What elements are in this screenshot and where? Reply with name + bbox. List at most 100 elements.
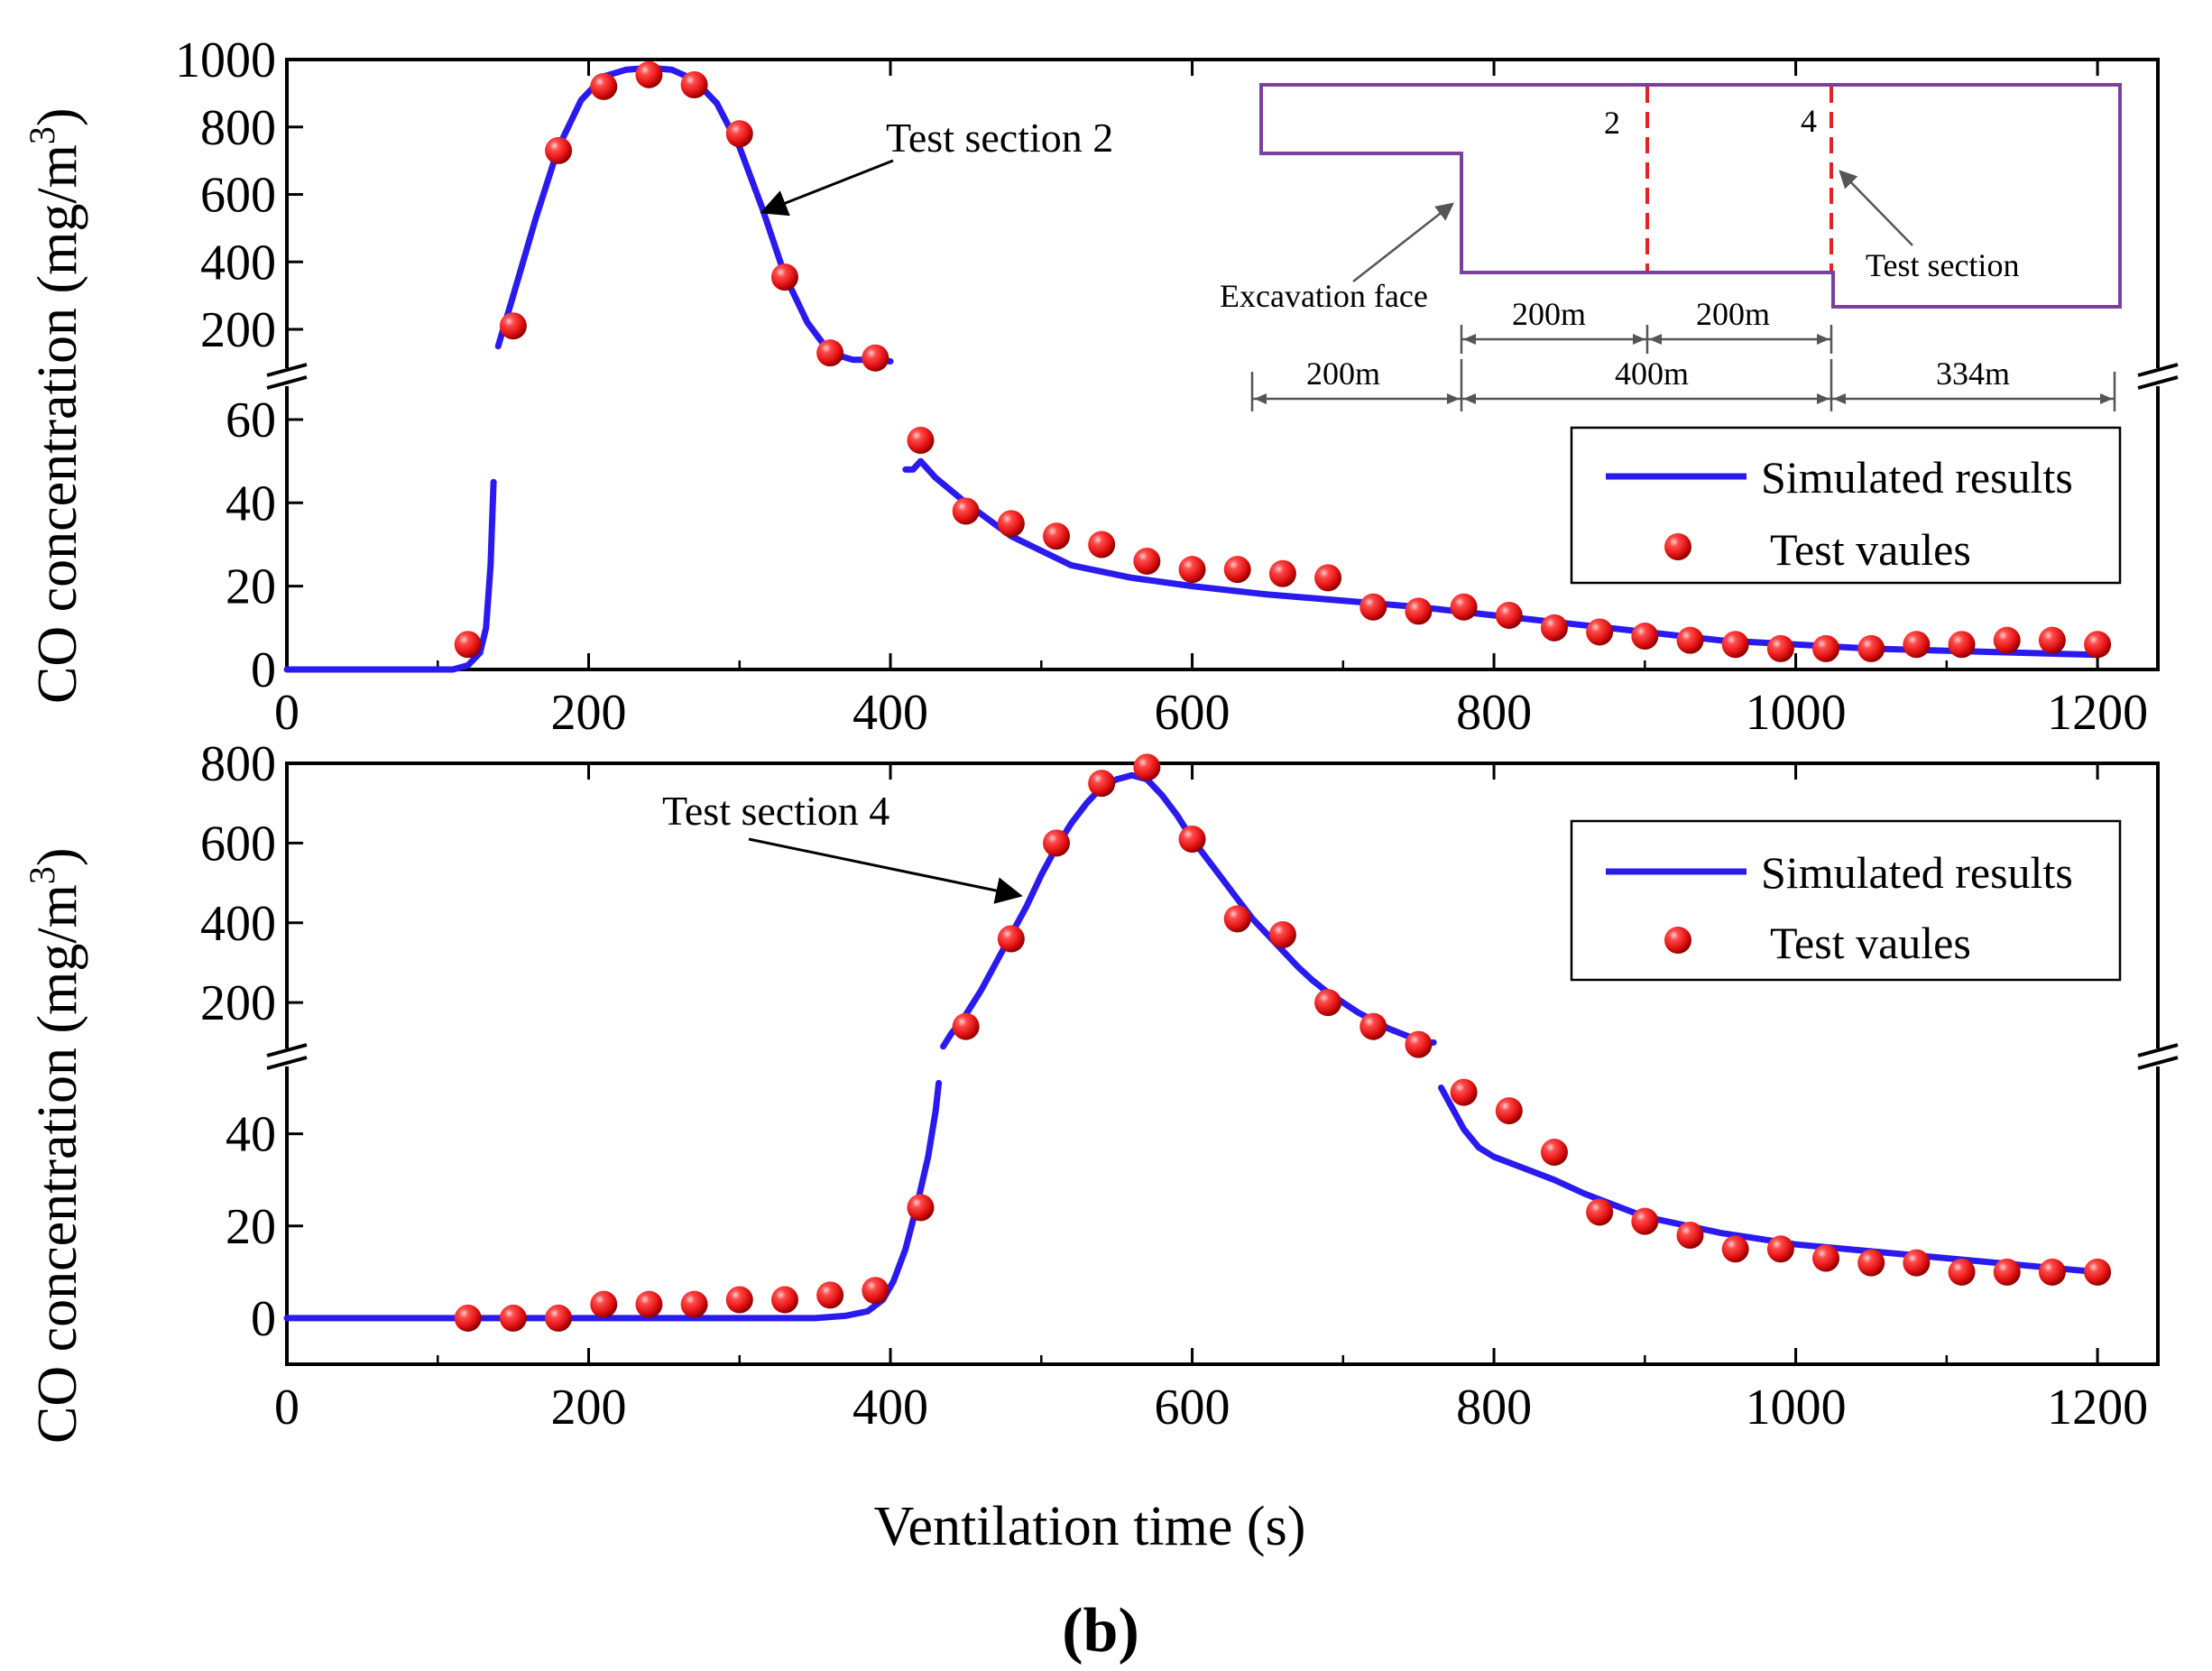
test-value-point	[1405, 1030, 1433, 1058]
x-tick-label: 1000	[1746, 685, 1847, 741]
test-value-point	[1857, 1249, 1885, 1277]
bottom-annotation: Test section 4	[662, 788, 889, 834]
top-legend: Simulated results Test vaules	[1570, 426, 2122, 585]
test-value-point	[1043, 829, 1071, 857]
y-tick-label: 400	[200, 235, 276, 291]
test-value-point	[499, 312, 527, 340]
test-value-point	[545, 1304, 573, 1332]
test-value-point	[2038, 1258, 2066, 1286]
tunnel-inset-diagram: 2 4 Excavation face Test section 200m 20…	[1220, 83, 2122, 411]
test-value-point	[1586, 1198, 1614, 1226]
test-value-point	[1268, 921, 1296, 949]
x-tick-label: 600	[1155, 685, 1230, 741]
x-tick-label: 800	[1456, 1380, 1532, 1436]
test-value-point	[770, 1286, 798, 1314]
test-value-point	[1223, 556, 1251, 584]
y-tick-label: 1000	[175, 32, 276, 88]
inset-label-2: 2	[1604, 105, 1620, 141]
dim-upper-label-2: 200m	[1696, 296, 1770, 332]
test-section-label: Test section	[1866, 247, 2019, 283]
test-value-point	[1133, 547, 1161, 575]
bottom-panel: 0 200 400 600 800 1000 1200 0 20 40 200 400 600 800 T…	[200, 736, 2179, 1436]
legend-marker-label: Test vaules	[1770, 524, 1971, 575]
test-value-point	[1812, 1244, 1840, 1272]
test-value-point	[862, 344, 889, 372]
y-tick-label: 200	[200, 302, 276, 358]
simulated-line-segment	[902, 457, 2101, 659]
test-value-point	[816, 339, 844, 367]
y-tick-label: 20	[226, 1199, 276, 1255]
simulated-line-segment	[940, 771, 1437, 1050]
x-tick-label: 0	[274, 1380, 300, 1436]
test-value-point	[907, 1194, 935, 1222]
y-tick-label: 40	[226, 1107, 276, 1163]
top-panel: 0 200 400 600 800 1000 1200 0 20 40 60 200 400 600 800…	[175, 32, 2179, 741]
y-tick-label: 0	[251, 642, 276, 698]
test-value-point	[1993, 626, 2021, 654]
simulated-line-segment	[283, 478, 497, 673]
test-value-point	[997, 510, 1025, 538]
legend-box	[1570, 819, 2122, 982]
y-tick-label: 400	[200, 896, 276, 952]
test-value-point	[1178, 556, 1206, 584]
x-tick-label: 1000	[1746, 1380, 1847, 1436]
dim-upper-label-1: 200m	[1512, 296, 1586, 332]
plot-frame	[285, 58, 2160, 671]
excavation-face-label: Excavation face	[1220, 278, 1428, 314]
test-value-point	[1631, 623, 1659, 651]
axis-break-mark	[266, 363, 308, 377]
test-value-point	[680, 1290, 708, 1318]
test-value-point	[635, 60, 663, 88]
test-value-point	[1721, 1235, 1749, 1263]
test-value-point	[590, 72, 618, 100]
test-value-point	[2084, 1258, 2112, 1286]
simulated-line-segment	[283, 1079, 943, 1322]
test-value-point	[1314, 564, 1342, 592]
top-plot-area: 0 200 400 600 800 1000 1200 0 20 40 60 200 400 600 800…	[175, 32, 2179, 741]
legend-line-label: Simulated results	[1761, 847, 2073, 898]
test-value-point	[907, 427, 935, 455]
test-value-point	[1450, 1078, 1478, 1106]
y-tick-label: 600	[200, 816, 276, 872]
test-value-point	[1359, 593, 1387, 621]
test-value-point	[1631, 1207, 1659, 1235]
y-axis-title-top: CO concentration (mg/m3)	[22, 107, 88, 704]
y-tick-label: 800	[200, 100, 276, 156]
test-value-point	[952, 497, 980, 525]
test-value-point	[1178, 825, 1206, 853]
tunnel-outline	[1259, 83, 2122, 309]
dim-lower-label-2: 400m	[1615, 355, 1689, 392]
test-value-point	[1043, 522, 1071, 550]
test-value-point	[2038, 626, 2066, 654]
test-value-point	[1314, 989, 1342, 1017]
y-tick-label: 20	[226, 559, 276, 615]
axis-break-mark	[2137, 363, 2179, 377]
test-value-point	[2084, 631, 2112, 659]
axis-break-mark	[2137, 1043, 2179, 1057]
y-tick-label: 800	[200, 736, 276, 792]
test-value-point	[1993, 1258, 2021, 1286]
test-value-point	[1948, 1258, 1976, 1286]
test-value-point	[680, 71, 708, 99]
axis-break-mark	[2137, 375, 2179, 390]
axis-break-mark	[266, 375, 308, 390]
y-tick-label: 600	[200, 168, 276, 224]
legend-marker-swatch	[1664, 927, 1691, 954]
x-tick-label: 200	[551, 1380, 627, 1436]
test-value-point	[862, 1277, 889, 1305]
y-tick-label: 0	[251, 1291, 276, 1347]
simulated-line-segment	[1438, 1085, 2101, 1276]
test-value-point	[454, 1304, 482, 1332]
test-value-point	[1857, 634, 1885, 662]
legend-marker-label: Test vaules	[1770, 918, 1971, 968]
dim-lower-label-3: 334m	[1936, 355, 2010, 392]
bottom-legend: Simulated results Test vaules	[1570, 819, 2122, 982]
x-tick-label: 400	[853, 1380, 928, 1436]
test-value-point	[1903, 1249, 1931, 1277]
test-value-point	[1088, 531, 1116, 559]
test-value-point	[816, 1281, 844, 1309]
dim-lower-label-1: 200m	[1306, 355, 1380, 392]
y-tick-label: 40	[226, 475, 276, 531]
test-value-point	[635, 1290, 663, 1318]
panel-label: (b)	[1062, 1596, 1139, 1666]
